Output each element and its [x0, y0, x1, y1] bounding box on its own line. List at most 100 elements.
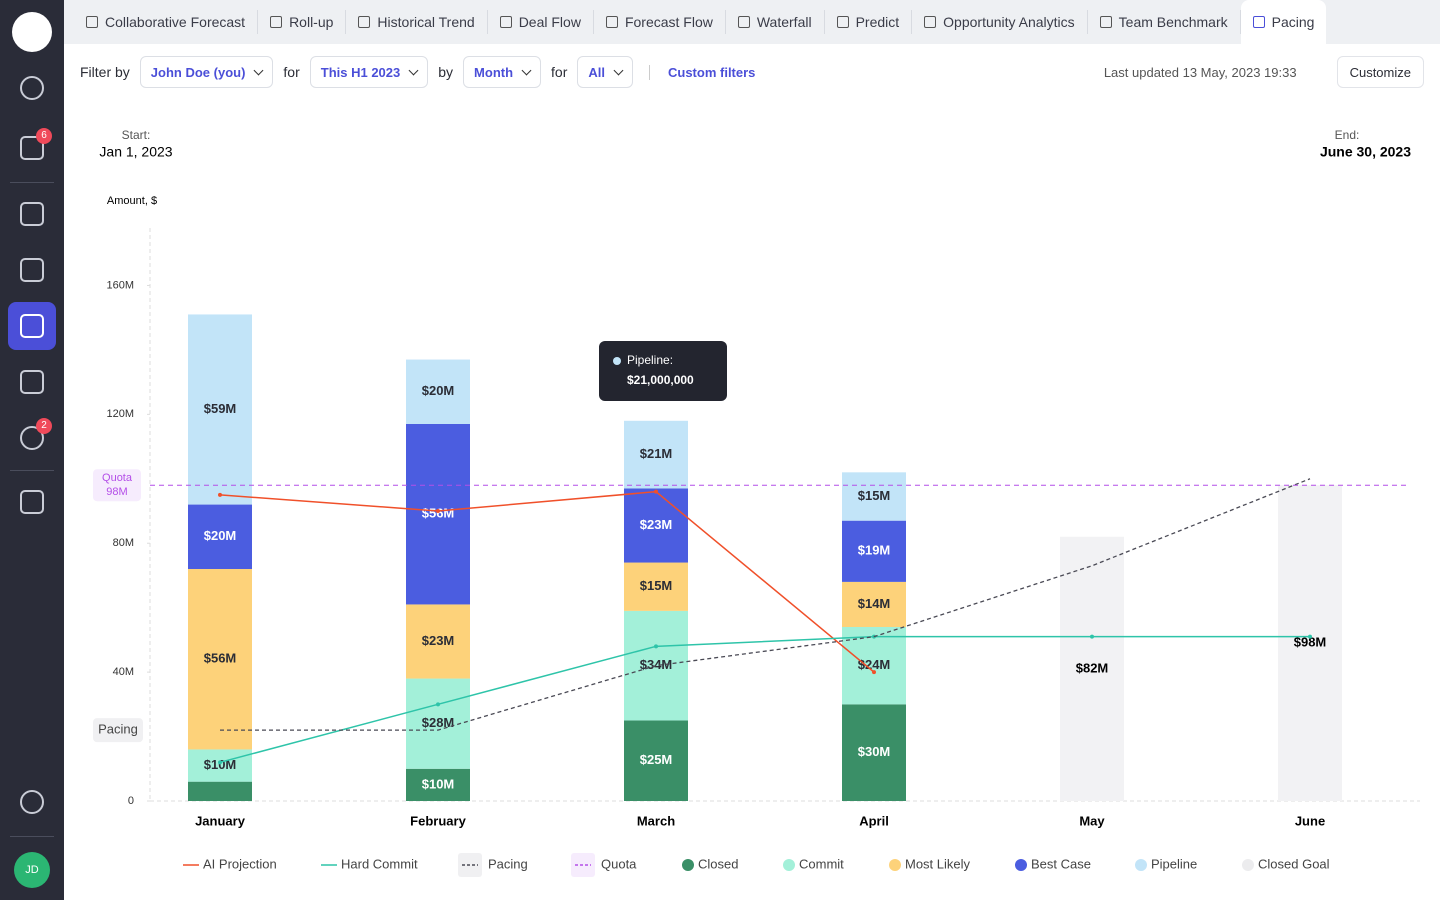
active-nav[interactable] — [8, 302, 56, 350]
bar-segment — [406, 768, 470, 801]
y-tick-label: 80M — [113, 537, 134, 549]
separator — [10, 182, 54, 183]
bar-segment — [842, 472, 906, 521]
quota-tag — [93, 469, 141, 502]
value-label: $10M — [422, 776, 455, 791]
logo[interactable] — [12, 12, 52, 52]
value-label: $19M — [858, 543, 891, 558]
rocket-icon[interactable] — [20, 258, 44, 282]
legend-label: Pacing — [488, 856, 528, 871]
tab-icon — [836, 16, 849, 28]
value-label: $23M — [422, 633, 455, 648]
bar-segment — [624, 720, 688, 801]
scope-dropdown[interactable]: All — [577, 56, 633, 88]
value-label: $56M — [204, 651, 237, 666]
avatar[interactable]: JD — [14, 852, 50, 888]
granularity-dropdown[interactable]: Month — [463, 56, 542, 88]
label: Filter by — [80, 64, 130, 80]
label: for — [283, 64, 300, 80]
legend-label: Closed Goal — [1258, 856, 1330, 871]
line-point — [1308, 634, 1312, 639]
inbox-icon[interactable] — [20, 136, 44, 160]
y-tick-label: 40M — [113, 666, 134, 678]
line-point — [872, 670, 876, 675]
line-point — [1090, 634, 1094, 639]
bar-segment — [188, 781, 252, 801]
value-label: $82M — [1076, 660, 1109, 675]
legend-label: Hard Commit — [341, 856, 418, 871]
tab[interactable]: Opportunity Analytics — [912, 10, 1088, 34]
tab[interactable]: Collaborative Forecast — [74, 10, 259, 34]
tooltip-dot — [613, 357, 621, 365]
bar-segment — [188, 314, 252, 505]
label: by — [438, 64, 454, 80]
bar-segment — [624, 610, 688, 721]
y-tick-label: 0 — [128, 795, 134, 807]
end-date: June 30, 2023 — [1320, 144, 1411, 160]
legend-label: Quota — [601, 856, 637, 871]
tab[interactable]: Team Benchmark — [1088, 10, 1241, 34]
quota-value: 98M — [106, 486, 127, 498]
line-point — [654, 489, 658, 494]
bar-segment — [842, 520, 906, 582]
tab-label: Deal Flow — [518, 14, 581, 30]
owner-dropdown[interactable]: John Doe (you) — [139, 56, 274, 88]
value-label: $20M — [422, 383, 455, 398]
tab-label: Predict — [855, 14, 900, 30]
start-date: Jan 1, 2023 — [99, 144, 172, 160]
value-label: $15M — [640, 578, 673, 593]
tab-icon — [1252, 16, 1265, 28]
bar-segment — [624, 420, 688, 489]
custom-filters[interactable]: Custom filters — [649, 64, 755, 80]
legend-label: Pipeline — [1151, 856, 1197, 871]
tasks-icon[interactable] — [20, 426, 44, 450]
inbox-badge: 6 — [36, 128, 52, 144]
tab[interactable]: Predict — [825, 10, 913, 34]
tab[interactable]: Forecast Flow — [594, 10, 726, 34]
tab-label: Roll-up — [289, 14, 334, 30]
bar-segment — [188, 749, 252, 782]
home-icon[interactable] — [20, 202, 44, 226]
tab[interactable]: Deal Flow — [488, 10, 594, 34]
label: for — [551, 64, 568, 80]
notes-icon[interactable] — [20, 370, 44, 394]
tab-label: Waterfall — [756, 14, 812, 30]
bar-segment — [406, 359, 470, 424]
value-label: $98M — [1294, 635, 1327, 650]
tab-label: Opportunity Analytics — [943, 14, 1075, 30]
tab-label: Forecast Flow — [624, 14, 713, 30]
x-tick-label: June — [1295, 813, 1325, 828]
period-dropdown[interactable]: This H1 2023 — [309, 56, 429, 88]
legend-swatch — [889, 859, 901, 871]
tab[interactable]: Historical Trend — [346, 10, 488, 34]
chart-icon[interactable] — [20, 314, 44, 338]
tab[interactable]: Roll-up — [258, 10, 347, 34]
customize-button[interactable]: Customize — [1336, 56, 1424, 88]
tab-icon — [270, 16, 283, 28]
search-icon[interactable] — [20, 76, 44, 100]
tools-icon[interactable] — [20, 490, 44, 514]
tab-icon — [924, 16, 937, 28]
line-series — [220, 478, 1311, 731]
tab-icon — [499, 16, 512, 28]
bar-segment — [406, 604, 470, 679]
line-point — [218, 760, 222, 765]
chart: Start: Jan 1, 2023 End: June 30, 2023 Am… — [93, 128, 1420, 877]
legend-label: Most Likely — [905, 856, 971, 871]
end-label: End: — [1335, 128, 1360, 142]
legend-swatch — [1015, 859, 1027, 871]
tab[interactable]: Waterfall — [726, 10, 825, 34]
value-label: $25M — [640, 752, 673, 767]
bar-segment — [842, 704, 906, 801]
help-icon[interactable] — [20, 790, 44, 814]
legend-swatch — [783, 859, 795, 871]
tasks-badge: 2 — [36, 418, 52, 434]
bar-segment — [624, 562, 688, 611]
tab-bar: Collaborative Forecast Roll-up Historical … — [64, 0, 1440, 44]
tab[interactable]: Pacing — [1240, 0, 1327, 44]
value-label: $30M — [858, 744, 891, 759]
value-label: $20M — [204, 528, 237, 543]
bar-segment — [842, 627, 906, 705]
start-label: Start: — [122, 128, 151, 142]
x-tick-label: March — [637, 813, 675, 828]
